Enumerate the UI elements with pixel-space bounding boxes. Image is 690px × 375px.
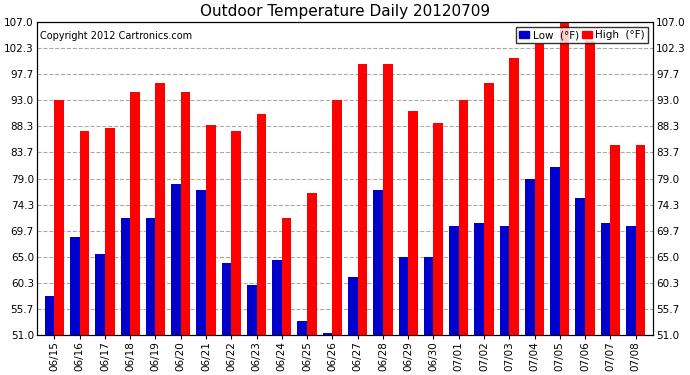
Bar — [585, 41, 595, 335]
Bar — [459, 100, 469, 335]
Bar — [181, 92, 190, 335]
Bar — [509, 58, 519, 335]
Bar — [399, 257, 408, 335]
Bar — [221, 262, 231, 335]
Bar — [273, 260, 282, 335]
Bar — [475, 224, 484, 335]
Bar — [575, 198, 585, 335]
Bar — [348, 277, 357, 335]
Legend: Low  (°F), High  (°F): Low (°F), High (°F) — [516, 27, 648, 43]
Bar — [357, 64, 367, 335]
Bar — [560, 22, 569, 335]
Bar — [550, 167, 560, 335]
Bar — [282, 218, 291, 335]
Bar — [611, 145, 620, 335]
Bar — [601, 224, 611, 335]
Bar — [79, 131, 89, 335]
Bar — [121, 218, 130, 335]
Bar — [155, 83, 165, 335]
Bar — [626, 226, 635, 335]
Bar — [297, 321, 307, 335]
Bar — [424, 257, 433, 335]
Bar — [55, 100, 64, 335]
Bar — [408, 111, 417, 335]
Bar — [206, 125, 215, 335]
Bar — [333, 100, 342, 335]
Bar — [307, 193, 317, 335]
Bar — [197, 190, 206, 335]
Bar — [146, 218, 155, 335]
Bar — [70, 237, 79, 335]
Bar — [383, 64, 393, 335]
Bar — [257, 114, 266, 335]
Bar — [535, 44, 544, 335]
Bar — [484, 83, 493, 335]
Bar — [231, 131, 241, 335]
Bar — [130, 92, 140, 335]
Bar — [45, 296, 55, 335]
Bar — [323, 333, 333, 335]
Title: Outdoor Temperature Daily 20120709: Outdoor Temperature Daily 20120709 — [200, 4, 490, 19]
Bar — [95, 254, 105, 335]
Bar — [433, 123, 443, 335]
Text: Copyright 2012 Cartronics.com: Copyright 2012 Cartronics.com — [40, 31, 192, 41]
Bar — [635, 145, 645, 335]
Bar — [247, 285, 257, 335]
Bar — [105, 128, 115, 335]
Bar — [500, 226, 509, 335]
Bar — [171, 184, 181, 335]
Bar — [449, 226, 459, 335]
Bar — [373, 190, 383, 335]
Bar — [525, 178, 535, 335]
